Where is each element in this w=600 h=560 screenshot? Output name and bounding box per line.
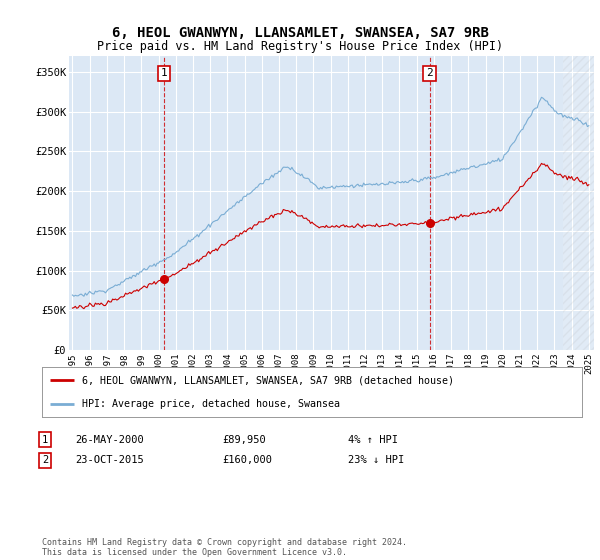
Text: HPI: Average price, detached house, Swansea: HPI: Average price, detached house, Swan… [83,399,341,409]
Text: 1: 1 [161,68,167,78]
Text: 6, HEOL GWANWYN, LLANSAMLET, SWANSEA, SA7 9RB: 6, HEOL GWANWYN, LLANSAMLET, SWANSEA, SA… [112,26,488,40]
Text: 1: 1 [42,435,48,445]
Text: 23-OCT-2015: 23-OCT-2015 [75,455,144,465]
Text: 2: 2 [42,455,48,465]
Text: 2: 2 [426,68,433,78]
Polygon shape [563,48,594,350]
Text: 26-MAY-2000: 26-MAY-2000 [75,435,144,445]
Text: 23% ↓ HPI: 23% ↓ HPI [348,455,404,465]
Text: £89,950: £89,950 [222,435,266,445]
Text: 6, HEOL GWANWYN, LLANSAMLET, SWANSEA, SA7 9RB (detached house): 6, HEOL GWANWYN, LLANSAMLET, SWANSEA, SA… [83,375,455,385]
Text: 4% ↑ HPI: 4% ↑ HPI [348,435,398,445]
Text: Contains HM Land Registry data © Crown copyright and database right 2024.
This d: Contains HM Land Registry data © Crown c… [42,538,407,557]
Text: Price paid vs. HM Land Registry's House Price Index (HPI): Price paid vs. HM Land Registry's House … [97,40,503,53]
Text: £160,000: £160,000 [222,455,272,465]
